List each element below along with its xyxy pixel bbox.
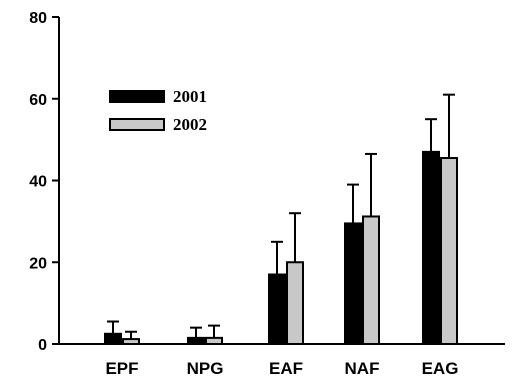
y-tick-label: 0 <box>38 337 47 354</box>
y-tick-label: 40 <box>29 174 47 191</box>
legend-label-2001: 2001 <box>173 87 207 106</box>
bar-naf-2001 <box>344 222 362 345</box>
bars <box>104 93 458 346</box>
y-tick-label: 80 <box>29 10 47 27</box>
legend-swatch-2001 <box>109 90 165 103</box>
bar-eag-2002 <box>440 157 458 345</box>
x-tick-label: NPG <box>187 359 224 378</box>
legend-swatch-2002 <box>109 118 165 131</box>
bar-eag-2001 <box>422 150 440 345</box>
x-tick-label: NAF <box>345 359 380 378</box>
bar-eaf-2002 <box>286 261 304 345</box>
x-tick-label: EPF <box>105 359 138 378</box>
bar-npg-2001 <box>187 336 205 345</box>
x-tick-label: EAF <box>269 359 303 378</box>
bar-epf-2001 <box>104 332 122 345</box>
bar-npg-2002 <box>205 336 223 345</box>
y-ticks: 0 20 40 60 80 <box>29 10 59 354</box>
legend: 2001 2002 <box>109 87 207 134</box>
bar-epf-2002 <box>122 338 140 346</box>
bar-naf-2002 <box>362 215 380 345</box>
legend-label-2002: 2002 <box>173 115 207 134</box>
x-tick-labels: EPF NPG EAF NAF EAG <box>105 359 458 378</box>
y-tick-label: 60 <box>29 92 47 109</box>
bar-eaf-2001 <box>268 273 286 346</box>
y-tick-label: 20 <box>29 255 47 272</box>
x-tick-label: EAG <box>422 359 459 378</box>
